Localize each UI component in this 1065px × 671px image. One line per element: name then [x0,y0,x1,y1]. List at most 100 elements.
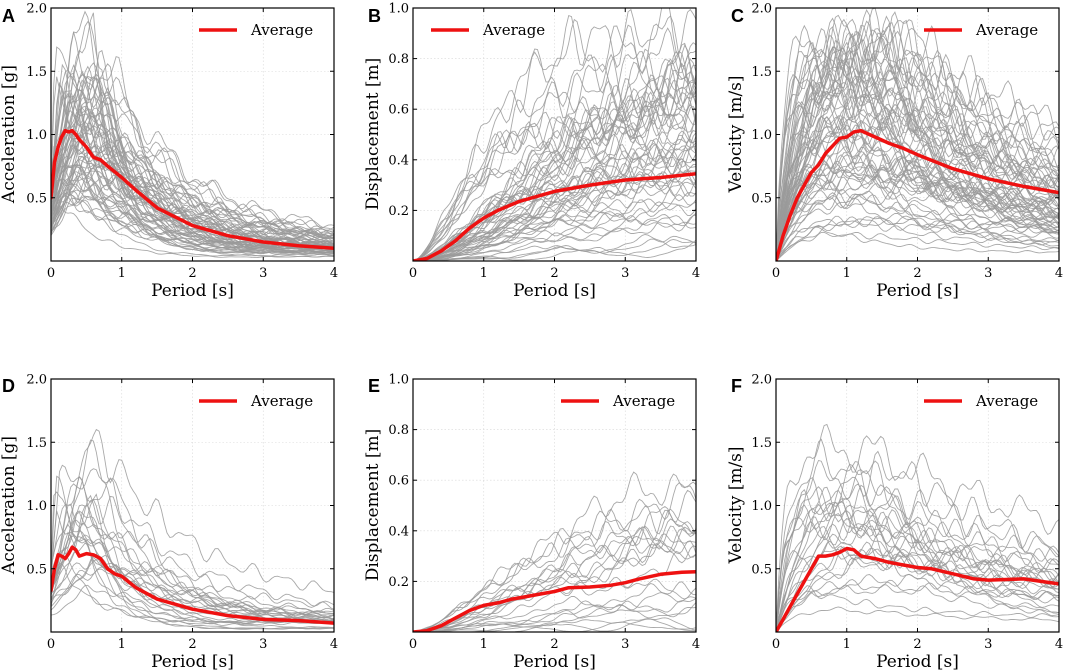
x-tick-label: 1 [843,266,851,281]
y-tick-label: 0.5 [751,562,772,577]
record-line [413,91,696,261]
x-tick-label: 4 [692,266,700,281]
legend-label: Average [975,21,1038,39]
panel-letter: C [731,6,744,26]
record-line [413,90,696,261]
x-axis-label: Period [s] [151,652,234,671]
record-line [776,184,1059,261]
record-line [51,551,334,625]
record-line [51,505,334,618]
record-line [413,82,696,261]
legend: Average [199,392,313,410]
record-line [776,15,1059,261]
x-tick-label: 4 [330,266,338,281]
record-line [413,602,696,632]
record-line [776,215,1059,261]
x-tick-label: 3 [259,266,267,281]
x-tick-label: 1 [480,637,488,652]
record-line [413,542,696,632]
y-tick-label: 1.5 [751,436,772,451]
record-line [51,428,334,593]
record-line [776,146,1059,261]
x-tick-label: 2 [913,266,921,281]
record-line [51,178,334,252]
record-line [776,69,1059,261]
average-line [51,545,334,625]
record-line [776,533,1059,632]
record-line [776,39,1059,261]
record-line [413,91,696,261]
record-line [413,132,696,261]
record-line [51,523,334,619]
panel-letter: B [368,6,381,26]
x-axis-label: Period [s] [151,281,234,301]
y-axis-label: Velocity [m/s] [726,75,746,193]
record-line [51,127,334,240]
x-tick-label: 1 [118,266,126,281]
record-line [51,110,334,242]
legend-label: Average [482,21,545,39]
x-tick-label: 3 [621,637,629,652]
record-line [413,576,696,632]
record-line [413,104,696,261]
x-tick-label: 1 [480,266,488,281]
y-tick-label: 1.0 [751,499,772,514]
average-line [413,570,696,632]
record-line [776,180,1059,261]
x-tick-label: 1 [118,637,126,652]
record-line [413,69,696,261]
record-line [776,513,1059,632]
record-line [776,55,1059,261]
record-line [413,509,696,632]
record-line [413,130,696,261]
record-line [776,216,1059,261]
y-tick-label: 2.0 [26,2,47,17]
legend: Average [199,21,313,39]
panel-d: 0 1 2 3 4 0.5 1.0 1.5 2.0 Period [s] Acceleration … [0,373,338,671]
y-tick-label: 0.6 [388,474,409,489]
x-tick-label: 0 [772,266,780,281]
legend-label: Average [612,392,675,410]
record-line [776,197,1059,261]
record-line [776,19,1059,261]
panel-b: 0 1 2 3 4 0.2 0.4 0.6 0.8 1.0 Period [s] Displaceme… [363,2,700,302]
record-line [776,84,1059,261]
y-tick-label: 0.6 [388,103,409,118]
x-tick-label: 0 [409,637,417,652]
record-line [776,45,1059,261]
record-line [51,56,334,232]
record-line [413,239,696,261]
record-line [413,164,696,261]
record-line [413,24,696,261]
record-line [51,563,334,626]
record-line [776,153,1059,261]
record-line [413,148,696,261]
record-line [51,144,334,239]
record-line [51,498,334,629]
record-line [51,49,334,239]
y-tick-label: 1.0 [26,499,47,514]
record-line [776,484,1059,632]
x-tick-label: 2 [550,637,558,652]
y-tick-label: 0.8 [388,423,409,438]
record-line [413,598,696,632]
panel-f: 0 1 2 3 4 0.5 1.0 1.5 2.0 Period [s] Velocity [m/s… [726,373,1063,671]
x-tick-label: 0 [47,266,55,281]
record-traces [413,8,696,261]
record-line [776,584,1059,632]
record-line [51,137,334,242]
record-traces [776,8,1059,261]
x-tick-label: 4 [1055,637,1063,652]
average-line [776,128,1059,261]
y-tick-label: 0.5 [751,191,772,206]
panel-c: 0 1 2 3 4 0.5 1.0 1.5 2.0 Period [s] Velocity [m/s… [726,2,1063,302]
record-line [776,585,1059,632]
record-line [413,8,696,261]
record-traces [776,423,1059,632]
x-tick-label: 0 [772,637,780,652]
record-line [776,32,1059,261]
x-tick-label: 3 [259,637,267,652]
y-tick-label: 0.5 [26,191,47,206]
y-axis-label: Velocity [m/s] [726,446,746,564]
